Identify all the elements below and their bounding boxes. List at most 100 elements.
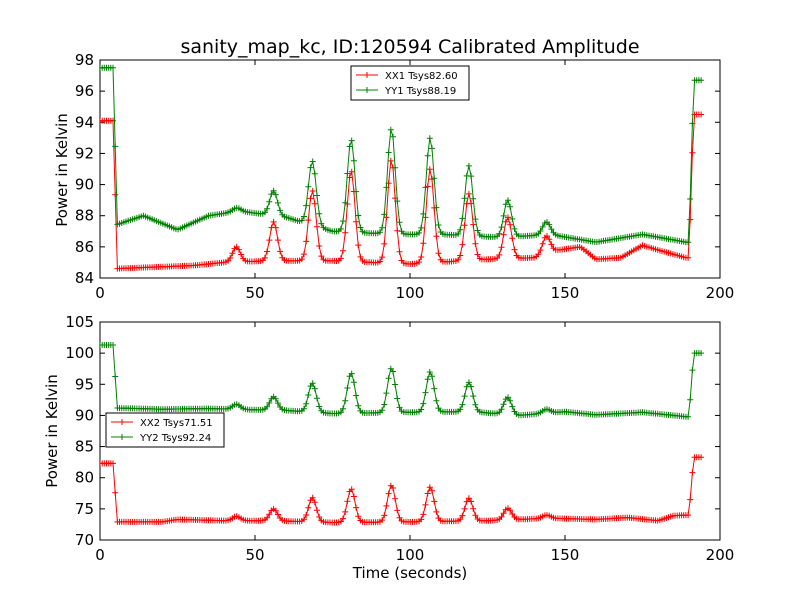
- data-point-marker: [505, 197, 511, 204]
- data-point-marker: [685, 254, 692, 261]
- data-point-marker: [500, 212, 507, 219]
- data-point-marker: [435, 250, 442, 257]
- data-point-marker: [342, 199, 349, 206]
- data-point-marker: [387, 157, 394, 164]
- data-point-marker: [316, 403, 323, 410]
- data-point-marker: [426, 135, 433, 142]
- y-tick-label: 90: [75, 406, 94, 424]
- data-point-marker: [459, 512, 466, 519]
- y-tick-label: 70: [75, 531, 94, 549]
- data-point-marker: [342, 397, 349, 404]
- data-point-marker: [272, 224, 279, 231]
- data-point-marker: [261, 209, 268, 216]
- y-tick-label: 85: [75, 438, 94, 456]
- data-point-marker: [498, 406, 505, 413]
- data-point-marker: [507, 221, 514, 228]
- x-tick-label: 200: [706, 546, 735, 564]
- data-point-marker: [110, 342, 116, 348]
- data-point-marker: [420, 400, 427, 407]
- data-point-marker: [227, 255, 234, 261]
- data-point-marker: [342, 508, 349, 515]
- data-point-marker: [309, 158, 316, 165]
- data-point-marker: [416, 229, 422, 236]
- data-point-marker: [689, 469, 696, 476]
- data-point-marker: [350, 379, 357, 386]
- y-tick-label: 80: [75, 469, 94, 487]
- data-point-marker: [357, 224, 364, 231]
- data-point-marker: [264, 403, 271, 410]
- data-point-marker: [498, 244, 505, 251]
- data-point-marker: [376, 229, 383, 236]
- data-point-marker: [424, 152, 431, 159]
- data-point-marker: [505, 394, 511, 401]
- data-point-marker: [277, 207, 284, 214]
- x-tick-label: 150: [551, 546, 580, 564]
- data-point-marker: [309, 188, 316, 194]
- data-point-marker: [357, 253, 364, 260]
- y-tick-label: 105: [65, 313, 94, 331]
- data-point-marker: [548, 241, 555, 248]
- data-point-marker: [272, 395, 279, 402]
- data-point-marker: [465, 495, 472, 502]
- top-y-axis-label: Power in Kelvin: [53, 113, 71, 227]
- data-point-marker: [470, 505, 477, 512]
- data-point-marker: [309, 380, 316, 387]
- data-point-marker: [420, 210, 427, 217]
- data-point-marker: [392, 381, 399, 388]
- series-yy2: [100, 342, 705, 420]
- data-point-marker: [390, 368, 396, 375]
- series-yy1: [100, 64, 705, 246]
- y-tick-label: 75: [75, 500, 94, 518]
- data-point-marker: [537, 247, 544, 254]
- data-point-marker: [348, 370, 355, 377]
- top-plot: Power in Kelvin 0 50 100 150 200 84 86 88 90 92 94…: [53, 51, 734, 302]
- data-point-marker: [110, 117, 116, 124]
- legend-label: YY2 Tsys92.24: [139, 433, 211, 444]
- data-point-marker: [342, 229, 349, 236]
- data-point-marker: [505, 214, 511, 221]
- data-point-marker: [429, 487, 435, 494]
- data-point-marker: [687, 216, 694, 223]
- y-tick-label: 88: [75, 207, 94, 225]
- data-point-marker: [355, 212, 362, 219]
- data-point-marker: [420, 240, 427, 247]
- y-tick-label: 92: [75, 144, 94, 162]
- data-point-marker: [687, 396, 694, 403]
- bottom-x-axis-label: Time (seconds): [352, 564, 468, 582]
- data-point-marker: [500, 401, 507, 408]
- data-point-marker: [316, 210, 323, 217]
- data-point-marker: [496, 251, 503, 258]
- data-point-marker: [311, 170, 318, 177]
- data-point-marker: [301, 213, 307, 220]
- y-tick-label: 96: [75, 82, 94, 100]
- legend-swatch-marker: [364, 87, 370, 93]
- data-point-marker: [298, 217, 305, 224]
- data-point-marker: [238, 251, 245, 258]
- data-point-marker: [390, 485, 396, 491]
- data-point-marker: [433, 204, 440, 211]
- data-point-marker: [340, 515, 346, 522]
- data-point-marker: [546, 236, 553, 243]
- data-point-marker: [385, 149, 392, 156]
- data-point-marker: [537, 228, 544, 234]
- data-point-marker: [687, 196, 694, 202]
- data-point-marker: [305, 504, 312, 511]
- y-tick-label: 95: [75, 375, 94, 393]
- legend: XX1 Tsys82.60 YY1 Tsys88.19: [350, 65, 470, 101]
- data-point-marker: [422, 501, 429, 508]
- data-point-marker: [353, 218, 360, 225]
- data-point-marker: [498, 513, 505, 520]
- data-point-marker: [110, 64, 116, 71]
- legend-swatch-marker: [364, 72, 370, 78]
- data-point-marker: [461, 393, 468, 400]
- data-point-marker: [381, 512, 388, 519]
- data-point-marker: [457, 252, 464, 259]
- data-point-marker: [426, 166, 433, 173]
- data-point-marker: [344, 170, 351, 177]
- data-point-marker: [433, 397, 440, 404]
- series-xx2: [100, 454, 705, 526]
- data-point-marker: [298, 256, 305, 263]
- data-point-marker: [340, 405, 346, 412]
- x-tick-label: 0: [95, 284, 105, 302]
- data-point-marker: [422, 184, 429, 191]
